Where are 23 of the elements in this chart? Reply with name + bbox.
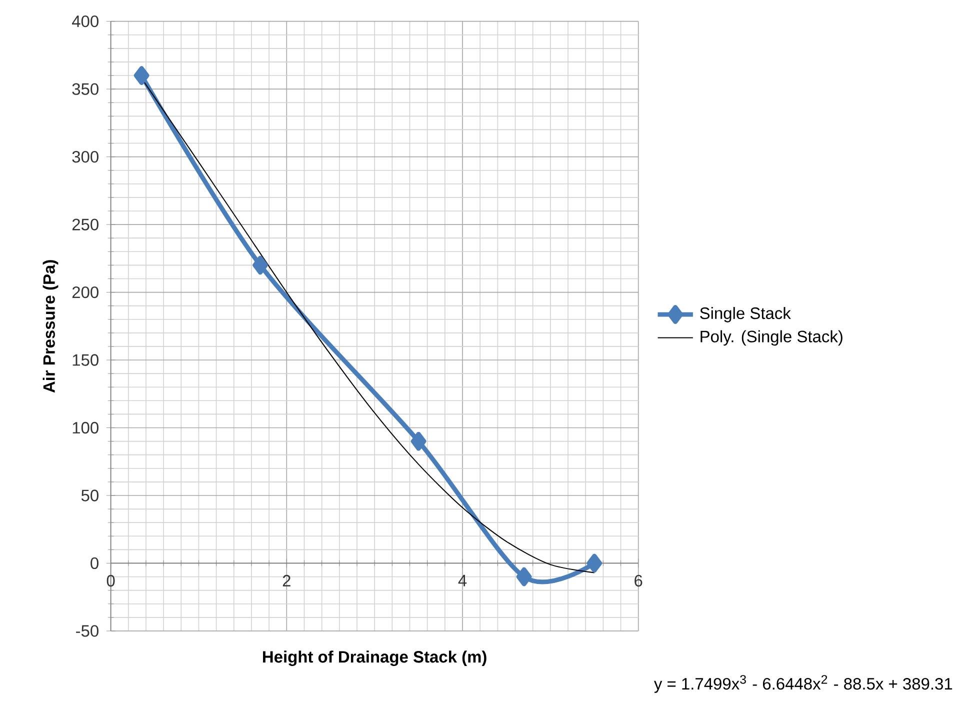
y-tick-label: 250	[72, 218, 98, 230]
y-tick-label: 350	[72, 83, 98, 95]
text: y = 1.7499x$^{3}$ - 6.6448x$^{2}$ - 88.5x + 389.31	[654, 675, 952, 693]
y-tick-label: 300	[72, 150, 98, 163]
x-axis-title: Height of Drainage Stack (m)	[263, 650, 486, 666]
x-tick-label: 2	[282, 574, 290, 586]
point	[516, 567, 532, 586]
point	[134, 66, 150, 85]
y-tick-label: 50	[81, 490, 98, 502]
point	[410, 432, 426, 451]
point	[252, 256, 268, 275]
y-tick-label: 0	[90, 557, 98, 570]
y-tick-label: 150	[72, 354, 98, 366]
point	[586, 554, 602, 573]
y-tick-label: 100	[72, 422, 98, 434]
legend-label: Single Stack	[700, 306, 791, 322]
y-tick-label: 400	[72, 15, 98, 28]
x-tick-label: 6	[634, 574, 642, 587]
legend-label: Poly. (Single Stack)	[700, 330, 842, 346]
y-axis-title: Air Pressure (Pa)	[42, 260, 58, 393]
y-tick-label: 200	[72, 286, 98, 298]
y-tick-label: -50	[76, 625, 98, 637]
x-tick-label: 4	[458, 574, 467, 586]
